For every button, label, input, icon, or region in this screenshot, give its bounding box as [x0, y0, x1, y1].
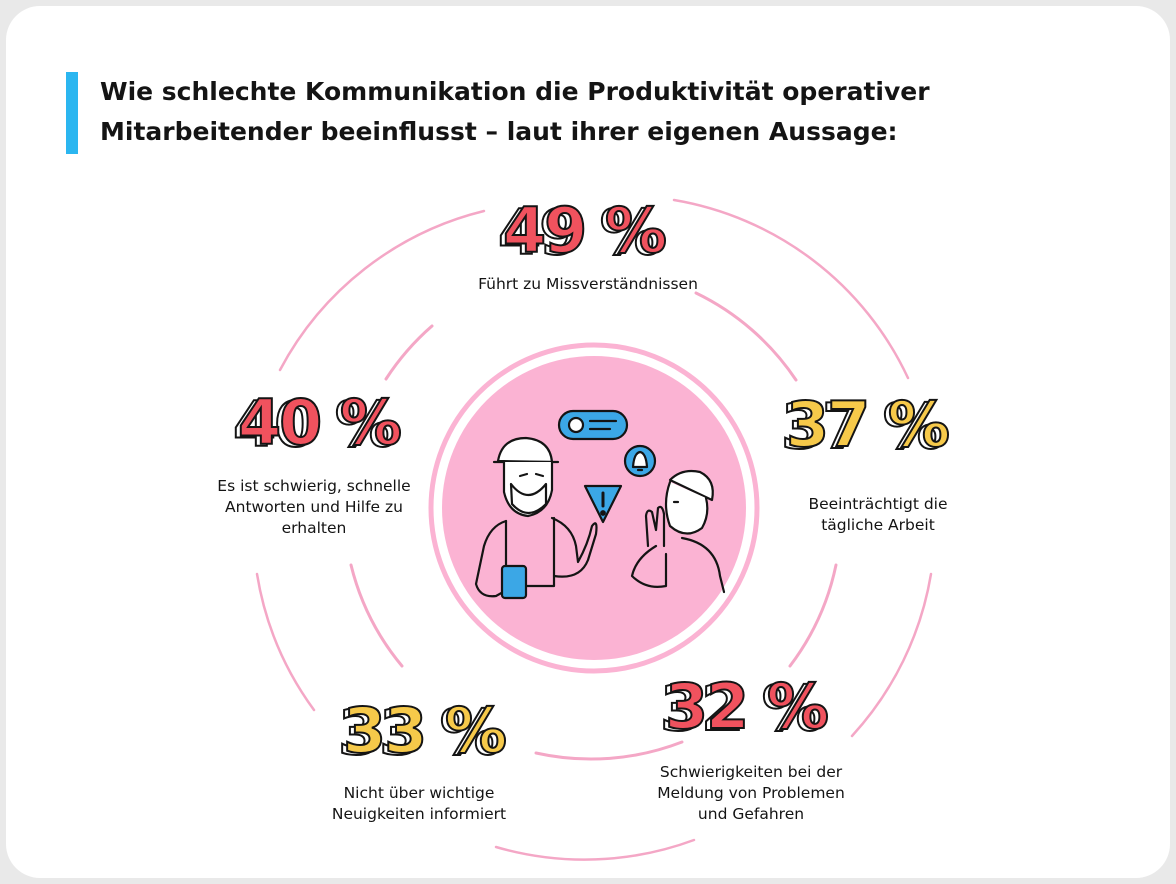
label-line: Nicht über wichtige: [343, 784, 495, 802]
outer-ring-arc: [278, 209, 486, 372]
outer-ring-arc: [494, 838, 696, 861]
label-line: erhalten: [281, 519, 347, 537]
bell-icon: [623, 444, 657, 478]
label-line: Antworten und Hilfe zu: [225, 498, 403, 516]
label-line: Führt zu Missverständnissen: [478, 275, 698, 293]
percent-value: 37 %: [786, 388, 949, 461]
percent-value: 32 %: [665, 670, 828, 743]
label-line: Es ist schwierig, schnelle: [217, 477, 411, 495]
label-neuigkeiten: Nicht über wichtige Neuigkeiten informier…: [288, 783, 550, 825]
percent-values: 49 %49 % 37 %37 % 32 %32 % 33 %33 % 40 %40 %: [232, 193, 952, 770]
outer-ring-arc: [672, 198, 910, 380]
percent-value: 33 %: [343, 694, 506, 767]
outer-ring: [255, 198, 933, 861]
label-taegliche-arbeit: Beeinträchtigt die tägliche Arbeit: [758, 494, 998, 536]
label-line: Neuigkeiten informiert: [331, 805, 507, 823]
percent-value-shadow: 40 %: [233, 388, 396, 461]
middle-ring-arc: [534, 740, 684, 761]
percent-value-shadow: 37 %: [781, 390, 944, 463]
outer-ring-arc: [255, 572, 316, 712]
middle-ring-arc: [788, 563, 838, 668]
percent-value-shadow: 32 %: [660, 672, 823, 745]
page-title: Wie schlechte Kommunikation die Produkti…: [100, 77, 930, 146]
percent-value-shadow: 33 %: [338, 696, 501, 769]
middle-ring: [349, 291, 838, 761]
middle-ring-arc: [349, 563, 404, 668]
worker-right: [630, 469, 726, 594]
label-meldung-probleme: Schwierigkeiten bei der Meldung von Probl…: [616, 762, 886, 825]
outer-ring-arc: [850, 572, 933, 738]
label-line: tägliche Arbeit: [821, 516, 935, 534]
percent-value: 49 %: [503, 194, 666, 267]
percent-value: 40 %: [238, 386, 401, 459]
label-line: Schwierigkeiten bei der: [659, 763, 843, 781]
worker-left: [474, 436, 598, 600]
card: Wie schlechte Kommunikation die Produkti…: [6, 6, 1170, 878]
label-line: Beeinträchtigt die: [808, 495, 948, 513]
title-accent-bar: [66, 72, 78, 154]
middle-ring-arc: [694, 291, 798, 382]
chat-bubble-icon: [557, 409, 629, 441]
warning-icon: [583, 484, 623, 524]
worker-illustration: [474, 409, 726, 600]
middle-ring-arc: [384, 324, 434, 381]
percent-value-shadow: 49 %: [498, 196, 661, 269]
label-missverstaendnisse: Führt zu Missverständnissen: [408, 274, 768, 295]
label-line: Meldung von Problemen: [657, 784, 845, 802]
label-schnelle-antworten: Es ist schwierig, schnelle Antworten und …: [184, 476, 444, 539]
infographic: 49 %49 % 37 %37 % 32 %32 % 33 %33 % 40 %40 %: [232, 193, 952, 861]
center-ring: [428, 342, 760, 674]
label-line: und Gefahren: [697, 805, 805, 823]
